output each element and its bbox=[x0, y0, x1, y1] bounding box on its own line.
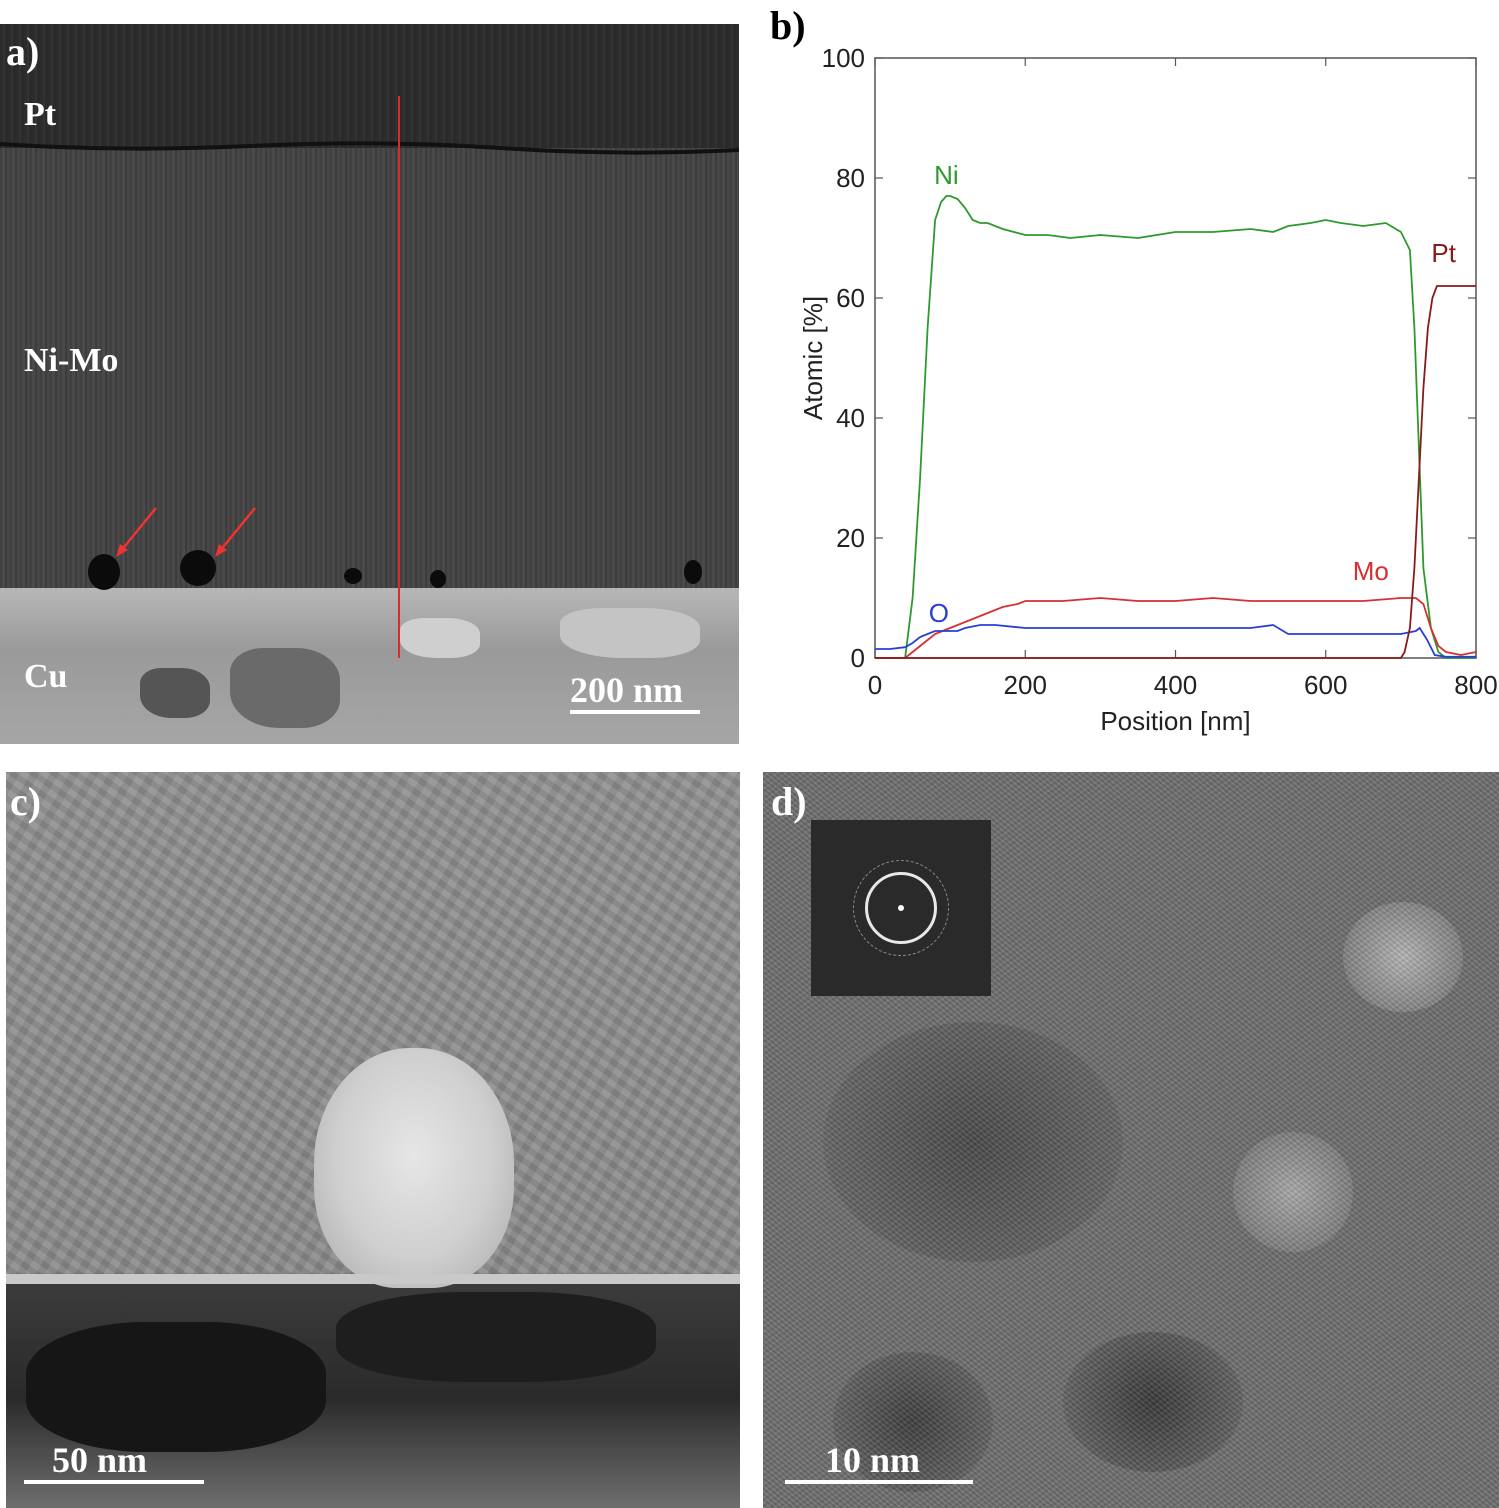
panel-a-overlay bbox=[0, 96, 739, 658]
red-arrowhead bbox=[116, 544, 128, 557]
layer-label-cu: Cu bbox=[24, 658, 68, 695]
panel-b-line-profile: b) 0 200 400 600 800 0 20 40 60 80 100 Position [nm… bbox=[760, 0, 1499, 760]
y-tick-label: 100 bbox=[822, 43, 865, 73]
void-particle bbox=[684, 560, 702, 584]
dark-region bbox=[1063, 1332, 1243, 1472]
scalebar-d bbox=[785, 1480, 973, 1484]
void-particle bbox=[88, 554, 120, 590]
x-tick-label: 0 bbox=[868, 670, 882, 700]
cu-layer bbox=[0, 588, 739, 744]
void-particle bbox=[344, 568, 362, 584]
scalebar-a bbox=[570, 710, 700, 714]
panel-label-d: d) bbox=[771, 779, 807, 824]
x-tick-label: 400 bbox=[1154, 670, 1197, 700]
layer-label-ni-mo: Ni-Mo bbox=[24, 342, 119, 379]
bright-particle bbox=[314, 1048, 514, 1288]
series-line-o bbox=[875, 624, 1476, 658]
pt-layer bbox=[0, 24, 739, 148]
cu-dark-region bbox=[26, 1322, 326, 1452]
cu-grain bbox=[400, 618, 480, 658]
fft-ring bbox=[865, 872, 937, 944]
series-label-mo: Mo bbox=[1353, 556, 1389, 586]
y-tick-label: 80 bbox=[836, 163, 865, 193]
y-axis-label: Atomic [%] bbox=[798, 296, 828, 420]
x-tick-label: 800 bbox=[1454, 670, 1497, 700]
panel-label-a: a) bbox=[6, 29, 40, 74]
series-label-o: O bbox=[929, 598, 949, 628]
x-tick-label: 200 bbox=[1004, 670, 1047, 700]
dark-region bbox=[833, 1352, 993, 1492]
panel-label-c: c) bbox=[10, 779, 42, 824]
dark-region bbox=[823, 1022, 1123, 1262]
series-line-pt bbox=[875, 285, 1476, 659]
y-tick-label: 40 bbox=[836, 403, 865, 433]
cu-grain bbox=[230, 648, 340, 728]
fft-inset bbox=[811, 820, 991, 996]
scalebar-c bbox=[24, 1480, 204, 1484]
cu-dark-region bbox=[336, 1292, 656, 1382]
ni-mo-layer bbox=[0, 148, 739, 588]
panel-a-stem-image: a) Pt Ni-Mo Cu 200 nm bbox=[0, 24, 739, 744]
red-arrowhead bbox=[215, 544, 227, 557]
void-particle bbox=[180, 550, 216, 586]
series-label-ni: Ni bbox=[934, 160, 959, 190]
red-arrow bbox=[119, 507, 157, 553]
fft-center-spot bbox=[898, 905, 904, 911]
x-tick-label: 600 bbox=[1304, 670, 1347, 700]
bright-region bbox=[1343, 902, 1463, 1012]
layer-label-pt: Pt bbox=[24, 96, 57, 133]
scalebar-label-d: 10 nm bbox=[825, 1440, 921, 1480]
scalebar-label-a: 200 nm bbox=[570, 670, 684, 710]
cu-grain bbox=[560, 608, 700, 658]
series-line-ni bbox=[875, 195, 1476, 659]
scalebar-label-c: 50 nm bbox=[52, 1440, 148, 1480]
panel-c-tem-image: c) 50 nm bbox=[6, 772, 740, 1508]
y-tick-label: 20 bbox=[836, 523, 865, 553]
line-profile-chart: 0 200 400 600 800 0 20 40 60 80 100 Position [nm] At… bbox=[798, 43, 1498, 736]
cu-grain bbox=[140, 668, 210, 718]
panel-d-hrtem-image: d) 10 nm bbox=[763, 772, 1499, 1508]
series-label-pt: Pt bbox=[1431, 238, 1456, 268]
void-particle bbox=[430, 570, 446, 588]
y-tick-label: 60 bbox=[836, 283, 865, 313]
interface-line bbox=[6, 1274, 740, 1284]
y-tick-label: 0 bbox=[851, 643, 865, 673]
red-arrow bbox=[218, 507, 256, 553]
x-axis-label: Position [nm] bbox=[1100, 706, 1250, 736]
fft-outer-ring bbox=[853, 860, 949, 956]
series-line-mo bbox=[875, 597, 1477, 659]
bright-region bbox=[1233, 1132, 1353, 1252]
panel-label-b: b) bbox=[770, 3, 806, 48]
